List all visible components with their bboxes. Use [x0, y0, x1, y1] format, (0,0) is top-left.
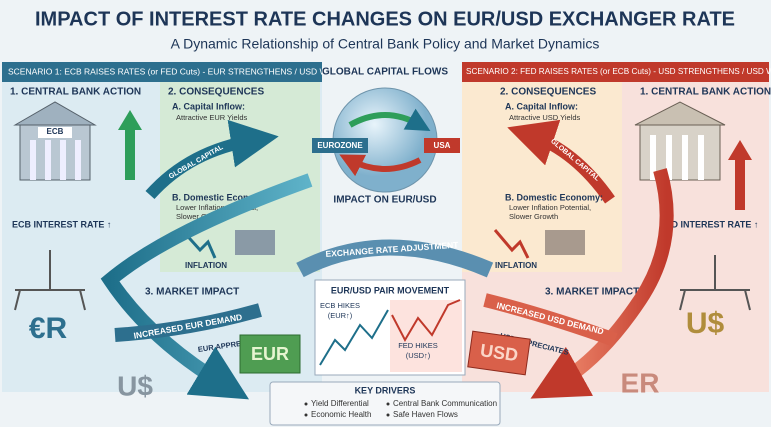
scenario-header: [2, 62, 322, 82]
driver-item: Yield Differential: [311, 399, 369, 408]
currency-block-label: EUR: [251, 344, 289, 364]
sub-title: B. Domestic Economy:: [172, 192, 270, 202]
section-title: GLOBAL CAPITAL FLOWS: [322, 67, 448, 78]
section-title: 2. CONSEQUENCES: [500, 87, 596, 98]
cycle-arrow: [100, 173, 313, 400]
bullet: [304, 402, 308, 406]
section-title: 3. MARKET IMPACT: [545, 287, 639, 298]
note: Attractive USD Yields: [509, 113, 581, 122]
falling-symbol: U$: [117, 370, 153, 401]
bank-sign: ECB: [47, 127, 64, 136]
section-title: 1. CENTRAL BANK ACTION: [640, 87, 771, 98]
scenario-title: SCENARIO 1: ECB RAISES RATES (or FED Cut…: [8, 66, 362, 76]
region-tag: [312, 138, 368, 153]
pair-note: FED HIKES: [398, 341, 438, 350]
currency-block: [467, 330, 531, 376]
cycle-arrow: [530, 168, 674, 399]
demand-band: [114, 303, 262, 342]
section-title: 1. CENTRAL BANK ACTION: [10, 87, 141, 98]
inflation-icon: [180, 228, 217, 259]
bullet: [386, 413, 390, 417]
scenario-title: SCENARIO 2: FED RAISES RATES (or ECB Cut…: [466, 67, 771, 76]
sub-title: A. Capital Inflow:: [505, 101, 578, 111]
bullet: [386, 402, 390, 406]
pair-title: EUR/USD PAIR MOVEMENT: [331, 285, 450, 295]
pair-note: ECB HIKES: [320, 301, 360, 310]
pair-note: (EUR↑): [328, 311, 353, 320]
section-title: 3. MARKET IMPACT: [145, 287, 239, 298]
scale-icon: [679, 255, 751, 311]
note: Slower Growth: [509, 212, 558, 221]
flow-arrow: [507, 119, 615, 204]
note: Attractive EUR Yields: [176, 113, 248, 122]
bank-icon: ECB: [13, 101, 142, 181]
adjustment-band: [296, 239, 494, 278]
sub-title: B. Domestic Economy:: [505, 192, 603, 202]
factory-icon: [545, 230, 585, 255]
region-label: USA: [434, 141, 451, 150]
drivers-box: [269, 381, 501, 426]
region-tag: [424, 138, 460, 153]
falling-symbol: ER: [621, 367, 660, 398]
scale-symbol: U$: [686, 307, 725, 340]
note: Slower Growth: [176, 212, 225, 221]
demand-band: [483, 293, 618, 347]
note: Lower Inflation Potential,: [176, 203, 258, 212]
bullet: [304, 413, 308, 417]
pair-note: (USD↑): [406, 351, 431, 360]
currency-block: [239, 334, 301, 374]
scale-icon: [14, 250, 86, 311]
trend-line: [319, 309, 389, 366]
inflation-label: INFLATION: [495, 261, 537, 270]
flow-arrow: [348, 108, 431, 131]
driver-item: Economic Health: [311, 410, 371, 419]
rate-label: FED INTEREST RATE ↑: [660, 219, 758, 229]
flow-arrow: [339, 154, 422, 177]
factory-icon: [235, 230, 275, 255]
flow-arrow: [145, 119, 279, 200]
scenario-header: [462, 62, 769, 82]
region-label: EUROZONE: [317, 141, 363, 150]
drivers-title: KEY DRIVERS: [355, 385, 416, 395]
trend-line: [391, 299, 461, 343]
inflation-label: INFLATION: [185, 261, 227, 270]
note: Lower Inflation Potential,: [509, 203, 591, 212]
subtitle: A Dynamic Relationship of Central Bank P…: [171, 36, 600, 52]
section-title: 2. CONSEQUENCES: [168, 87, 264, 98]
sub-title: A. Capital Inflow:: [172, 101, 245, 111]
driver-item: Central Bank Communication: [393, 399, 497, 408]
title: IMPACT OF INTEREST RATE CHANGES ON EUR/U…: [35, 8, 735, 30]
scale-symbol: €R: [29, 312, 68, 345]
bank-icon: [634, 101, 752, 210]
pair-zone: [390, 300, 462, 372]
driver-item: Safe Haven Flows: [393, 410, 458, 419]
section-title: IMPACT ON EUR/USD: [333, 195, 436, 206]
rate-label: ECB INTEREST RATE ↑: [12, 219, 111, 229]
inflation-icon: [493, 229, 530, 259]
